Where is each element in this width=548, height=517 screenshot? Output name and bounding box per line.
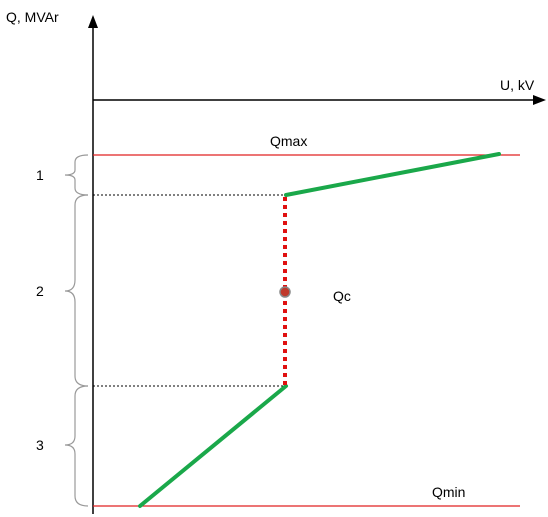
region-2-brace xyxy=(64,194,89,387)
y-axis-arrow xyxy=(88,15,98,28)
region-1-label: 1 xyxy=(36,167,44,183)
region-3-label: 3 xyxy=(36,437,44,453)
x-axis-arrow xyxy=(533,95,546,105)
lower-characteristic-segment xyxy=(138,384,288,508)
y-axis-label: Q, MVAr xyxy=(6,9,59,25)
operating-point-label: Qc xyxy=(333,288,351,304)
qmin-label: Qmin xyxy=(432,484,465,500)
region-3-brace xyxy=(64,385,89,507)
region-1-brace xyxy=(64,154,89,196)
qmax-label: Qmax xyxy=(270,133,307,149)
x-axis-label: U, kV xyxy=(500,77,535,93)
operating-point xyxy=(279,286,291,298)
region-2-label: 2 xyxy=(36,283,44,299)
upper-characteristic-segment xyxy=(284,152,501,197)
